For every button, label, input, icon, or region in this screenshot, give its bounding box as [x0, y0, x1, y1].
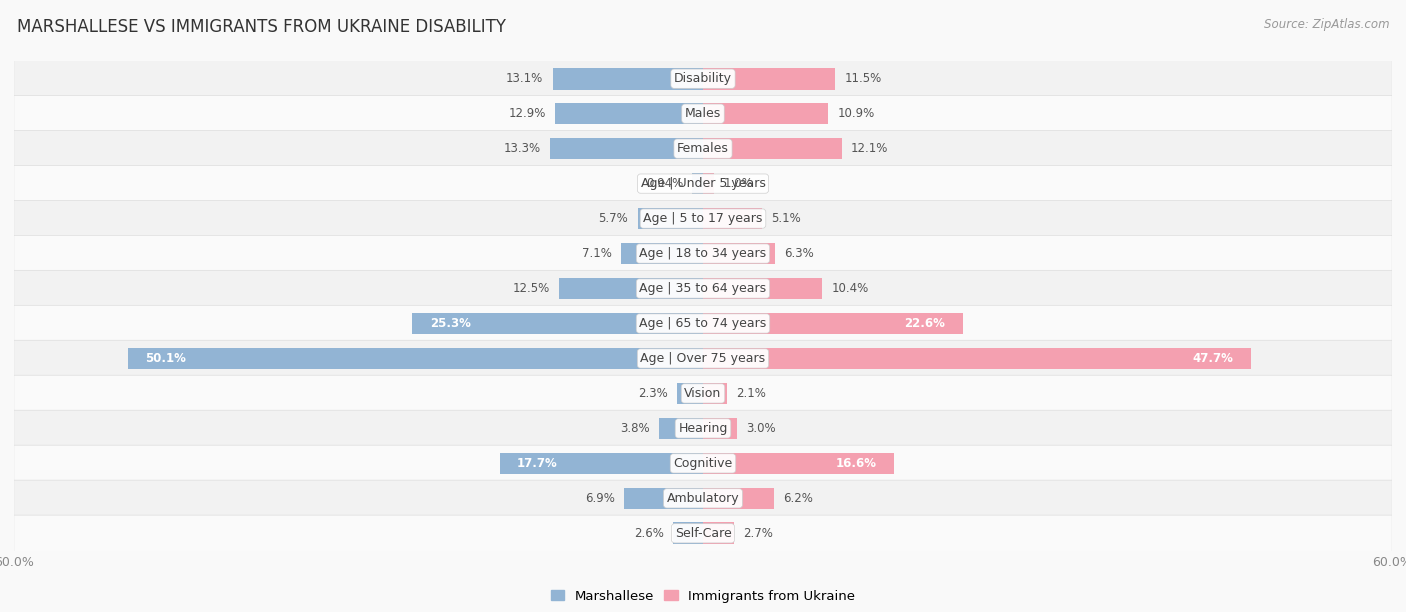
Text: 12.1%: 12.1%: [851, 142, 889, 155]
Bar: [703, 243, 775, 264]
Bar: [659, 417, 703, 439]
Text: Age | 35 to 64 years: Age | 35 to 64 years: [640, 282, 766, 295]
Bar: [128, 348, 703, 369]
Text: Age | Over 75 years: Age | Over 75 years: [641, 352, 765, 365]
Bar: [412, 313, 703, 334]
Text: 17.7%: 17.7%: [517, 457, 558, 470]
Text: 13.1%: 13.1%: [506, 72, 543, 85]
Bar: [703, 68, 835, 89]
Bar: [676, 382, 703, 405]
FancyBboxPatch shape: [14, 95, 1392, 132]
Text: 2.1%: 2.1%: [737, 387, 766, 400]
FancyBboxPatch shape: [14, 515, 1392, 551]
Bar: [499, 452, 703, 474]
Text: 50.1%: 50.1%: [145, 352, 186, 365]
Text: 2.7%: 2.7%: [744, 527, 773, 540]
FancyBboxPatch shape: [14, 61, 1392, 97]
Bar: [703, 278, 823, 299]
Legend: Marshallese, Immigrants from Ukraine: Marshallese, Immigrants from Ukraine: [546, 584, 860, 608]
Bar: [703, 417, 738, 439]
Text: Disability: Disability: [673, 72, 733, 85]
FancyBboxPatch shape: [14, 305, 1392, 341]
Text: Source: ZipAtlas.com: Source: ZipAtlas.com: [1264, 18, 1389, 31]
Bar: [703, 488, 775, 509]
Text: Age | 18 to 34 years: Age | 18 to 34 years: [640, 247, 766, 260]
FancyBboxPatch shape: [14, 165, 1392, 202]
FancyBboxPatch shape: [14, 410, 1392, 447]
Bar: [560, 278, 703, 299]
FancyBboxPatch shape: [14, 200, 1392, 237]
Text: 10.9%: 10.9%: [838, 107, 875, 120]
Text: Hearing: Hearing: [678, 422, 728, 435]
Text: 11.5%: 11.5%: [844, 72, 882, 85]
Text: 12.5%: 12.5%: [513, 282, 550, 295]
Bar: [703, 103, 828, 124]
Text: Cognitive: Cognitive: [673, 457, 733, 470]
Text: 6.9%: 6.9%: [585, 492, 614, 505]
Text: 22.6%: 22.6%: [904, 317, 945, 330]
Text: Age | 65 to 74 years: Age | 65 to 74 years: [640, 317, 766, 330]
Bar: [621, 243, 703, 264]
Bar: [624, 488, 703, 509]
Text: 1.0%: 1.0%: [724, 177, 754, 190]
Bar: [703, 348, 1251, 369]
Text: 47.7%: 47.7%: [1192, 352, 1233, 365]
Text: 3.8%: 3.8%: [620, 422, 650, 435]
Text: 3.0%: 3.0%: [747, 422, 776, 435]
Text: 5.1%: 5.1%: [770, 212, 800, 225]
Text: Age | 5 to 17 years: Age | 5 to 17 years: [644, 212, 762, 225]
Bar: [553, 68, 703, 89]
Bar: [673, 523, 703, 544]
Text: MARSHALLESE VS IMMIGRANTS FROM UKRAINE DISABILITY: MARSHALLESE VS IMMIGRANTS FROM UKRAINE D…: [17, 18, 506, 36]
Bar: [703, 173, 714, 195]
Bar: [555, 103, 703, 124]
FancyBboxPatch shape: [14, 130, 1392, 167]
Bar: [703, 138, 842, 160]
Bar: [550, 138, 703, 160]
FancyBboxPatch shape: [14, 445, 1392, 482]
Text: 6.2%: 6.2%: [783, 492, 813, 505]
Bar: [703, 523, 734, 544]
Bar: [703, 207, 762, 230]
FancyBboxPatch shape: [14, 340, 1392, 376]
Bar: [692, 173, 703, 195]
Text: 2.6%: 2.6%: [634, 527, 664, 540]
Bar: [703, 452, 894, 474]
Bar: [703, 382, 727, 405]
Text: Females: Females: [678, 142, 728, 155]
Bar: [703, 313, 963, 334]
Text: Age | Under 5 years: Age | Under 5 years: [641, 177, 765, 190]
Text: Self-Care: Self-Care: [675, 527, 731, 540]
FancyBboxPatch shape: [14, 236, 1392, 272]
Bar: [637, 207, 703, 230]
Text: 10.4%: 10.4%: [831, 282, 869, 295]
Text: 0.94%: 0.94%: [645, 177, 683, 190]
Text: 13.3%: 13.3%: [503, 142, 541, 155]
Text: 6.3%: 6.3%: [785, 247, 814, 260]
Text: 12.9%: 12.9%: [509, 107, 546, 120]
Text: Vision: Vision: [685, 387, 721, 400]
Text: 2.3%: 2.3%: [638, 387, 668, 400]
FancyBboxPatch shape: [14, 271, 1392, 307]
FancyBboxPatch shape: [14, 480, 1392, 517]
FancyBboxPatch shape: [14, 375, 1392, 412]
Text: 16.6%: 16.6%: [835, 457, 876, 470]
Text: 7.1%: 7.1%: [582, 247, 612, 260]
Text: 25.3%: 25.3%: [430, 317, 471, 330]
Text: 5.7%: 5.7%: [599, 212, 628, 225]
Text: Males: Males: [685, 107, 721, 120]
Text: Ambulatory: Ambulatory: [666, 492, 740, 505]
